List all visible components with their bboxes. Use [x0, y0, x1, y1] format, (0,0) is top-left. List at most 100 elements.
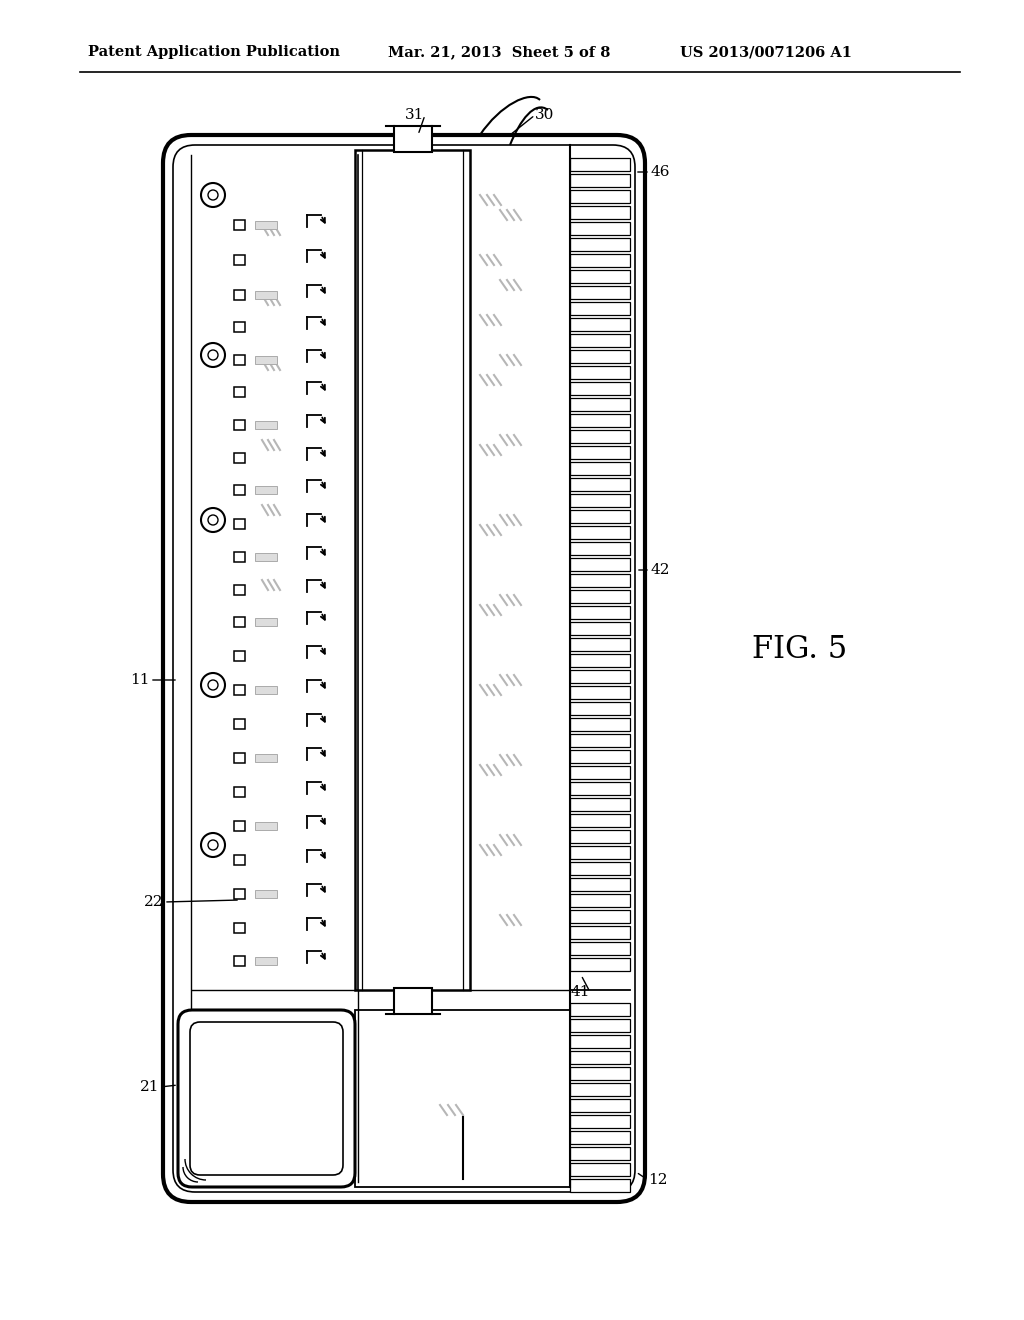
Bar	[570, 1035, 630, 1048]
Bar	[570, 286, 630, 300]
Bar	[570, 558, 630, 572]
Bar	[234, 322, 245, 333]
Bar	[255, 890, 278, 898]
Bar	[570, 222, 630, 235]
Circle shape	[208, 350, 218, 360]
Bar	[570, 590, 630, 603]
Bar	[570, 510, 630, 523]
Bar	[255, 356, 278, 364]
Bar	[355, 150, 470, 990]
Bar	[570, 462, 630, 475]
Bar	[570, 478, 630, 491]
Bar	[570, 174, 630, 187]
Bar	[570, 1131, 630, 1144]
Bar	[570, 1067, 630, 1080]
Bar	[570, 414, 630, 426]
Circle shape	[201, 343, 225, 367]
Bar	[234, 453, 245, 463]
FancyBboxPatch shape	[190, 1022, 343, 1175]
Text: 46: 46	[650, 165, 670, 180]
Bar	[570, 862, 630, 875]
Bar	[570, 302, 630, 315]
Bar	[234, 420, 245, 430]
Bar	[255, 957, 278, 965]
Bar	[570, 622, 630, 635]
Text: FIG. 5: FIG. 5	[753, 635, 848, 665]
Bar	[570, 909, 630, 923]
Bar	[570, 734, 630, 747]
Bar	[255, 290, 278, 300]
Bar	[570, 334, 630, 347]
Bar	[234, 255, 245, 265]
Bar	[570, 1179, 630, 1192]
Bar	[570, 206, 630, 219]
Bar	[570, 781, 630, 795]
Text: 22: 22	[144, 895, 164, 909]
Bar	[570, 190, 630, 203]
Bar	[234, 552, 245, 562]
Bar	[570, 846, 630, 859]
Bar	[570, 927, 630, 939]
Text: 42: 42	[650, 564, 670, 577]
Bar	[570, 1100, 630, 1111]
Bar	[570, 446, 630, 459]
Bar	[255, 686, 278, 694]
Bar	[570, 686, 630, 700]
Bar	[570, 766, 630, 779]
Bar	[570, 799, 630, 810]
Bar	[234, 651, 245, 661]
Bar	[234, 752, 245, 763]
Bar	[234, 220, 245, 230]
Bar	[570, 574, 630, 587]
Bar	[234, 888, 245, 899]
Bar	[234, 585, 245, 595]
Bar	[570, 525, 630, 539]
Bar	[570, 399, 630, 411]
Bar	[234, 956, 245, 966]
Bar	[570, 430, 630, 444]
Circle shape	[201, 833, 225, 857]
Bar	[570, 1115, 630, 1129]
Bar	[255, 486, 278, 494]
Text: 41: 41	[570, 985, 590, 999]
Circle shape	[201, 183, 225, 207]
Bar	[255, 553, 278, 561]
Bar	[570, 814, 630, 828]
Bar	[570, 543, 630, 554]
Bar	[234, 290, 245, 300]
Bar	[234, 484, 245, 495]
Bar	[234, 719, 245, 729]
Circle shape	[208, 515, 218, 525]
Bar	[570, 158, 630, 172]
Bar	[234, 821, 245, 832]
Bar	[570, 271, 630, 282]
Bar	[570, 381, 630, 395]
Text: 11: 11	[130, 673, 150, 686]
Bar	[234, 855, 245, 865]
Bar	[570, 350, 630, 363]
Bar	[570, 494, 630, 507]
Bar	[570, 606, 630, 619]
Text: Mar. 21, 2013  Sheet 5 of 8: Mar. 21, 2013 Sheet 5 of 8	[388, 45, 610, 59]
Bar	[570, 702, 630, 715]
Bar	[255, 618, 278, 626]
Bar	[255, 822, 278, 830]
Circle shape	[201, 508, 225, 532]
Bar	[255, 220, 278, 228]
Bar	[234, 685, 245, 696]
Bar	[234, 787, 245, 797]
Bar	[234, 519, 245, 529]
Bar	[570, 1147, 630, 1160]
Circle shape	[201, 673, 225, 697]
Text: 21: 21	[140, 1080, 160, 1094]
Bar	[570, 1082, 630, 1096]
Circle shape	[208, 680, 218, 690]
Bar	[570, 1003, 630, 1016]
Bar	[570, 638, 630, 651]
Bar	[393, 125, 431, 152]
Bar	[570, 253, 630, 267]
Bar	[570, 878, 630, 891]
FancyBboxPatch shape	[163, 135, 645, 1203]
Bar	[570, 894, 630, 907]
Circle shape	[208, 840, 218, 850]
